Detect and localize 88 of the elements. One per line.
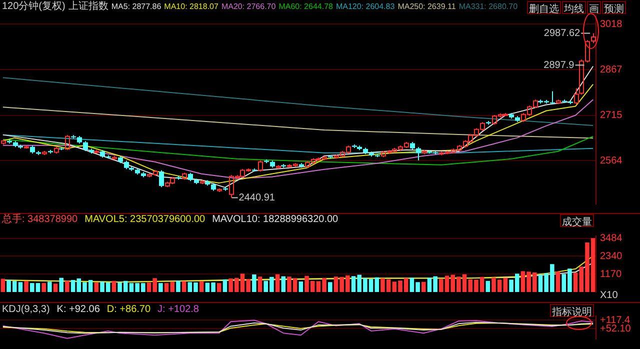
bar — [158, 283, 163, 292]
bar — [281, 276, 286, 292]
y-tick-label: 1170 — [600, 268, 622, 280]
bar — [503, 278, 508, 292]
bar — [422, 282, 426, 292]
text: 预测 — [602, 1, 626, 15]
text: MA250: 2639.11 — [398, 2, 456, 10]
annotation: 2897.9 — [544, 60, 575, 71]
candlestick — [124, 160, 129, 170]
candlestick — [7, 139, 12, 144]
text: MA331: 2680.70 — [458, 2, 518, 10]
bar — [65, 280, 70, 292]
text: MA5: 2877.86 — [111, 2, 162, 10]
candlestick — [205, 180, 210, 186]
bar — [328, 282, 332, 292]
bar — [199, 281, 204, 292]
candlestick — [550, 90, 555, 105]
y-tick-label: 2564 — [600, 155, 623, 166]
candlestick — [509, 112, 514, 120]
candlestick — [194, 178, 199, 185]
series-label: K: +92.06 — [56, 304, 100, 314]
candlestick — [188, 172, 193, 182]
y-tick-label: +52.10 — [600, 323, 632, 334]
series-label: J: +102.8 — [158, 304, 199, 314]
bar — [252, 274, 256, 292]
y-tick-label: 3484 — [600, 233, 623, 244]
candlestick — [515, 116, 520, 122]
candlestick — [83, 140, 88, 152]
candlestick — [270, 160, 275, 168]
bar — [374, 277, 380, 292]
bar — [275, 274, 280, 292]
bar — [94, 282, 99, 292]
bar — [182, 281, 186, 292]
y-tick-label: 2715 — [600, 110, 623, 122]
candlestick — [357, 145, 362, 151]
y-tick-label: 2340 — [600, 250, 623, 262]
text: MAVOL5: 23570379600.00 — [84, 214, 206, 224]
bar — [70, 280, 76, 292]
text: MA60: 2644.78 — [278, 2, 333, 10]
chart-title: KDJ(9,3,3) — [2, 304, 50, 314]
candlestick — [18, 144, 23, 150]
chart-subtitle: 120分钟(复权) — [2, 0, 66, 13]
bar — [258, 276, 262, 292]
candlestick — [118, 156, 123, 164]
bar — [486, 280, 490, 292]
candlestick — [141, 172, 146, 178]
text: 均线 — [562, 1, 586, 15]
candlestick — [36, 150, 41, 156]
candlestick — [299, 162, 304, 168]
bar — [24, 280, 28, 292]
bar — [53, 284, 58, 292]
text: 总手: 348378990 — [2, 212, 78, 226]
y-tick-label: 2867 — [600, 64, 623, 76]
candlestick — [211, 182, 216, 192]
text: X10 — [600, 290, 618, 301]
annotation: 2440.91 — [238, 192, 276, 204]
text: MA10: 2818.07 — [164, 2, 218, 10]
bar — [48, 282, 52, 292]
text: 画 — [587, 1, 601, 15]
text: 删自选 — [527, 1, 561, 15]
annotation: 指标说明 — [550, 304, 594, 318]
bar — [112, 280, 116, 292]
bar — [222, 279, 228, 292]
chart-title: 上证指数 — [68, 0, 108, 13]
bar — [0, 278, 6, 292]
candlestick — [100, 150, 105, 158]
candlestick — [30, 145, 35, 154]
bar — [59, 278, 64, 292]
text: MA120: 2604.83 — [336, 2, 395, 10]
annotation: 2987.62 — [544, 28, 581, 40]
y-tick-label: +117.4 — [600, 314, 631, 326]
bar — [573, 272, 578, 292]
candlestick — [89, 148, 94, 154]
bar — [42, 283, 46, 292]
candlestick — [416, 146, 421, 161]
candlestick — [13, 140, 18, 148]
bar — [216, 283, 222, 292]
bar — [556, 272, 560, 292]
bar — [298, 282, 304, 292]
series-label: D: +86.70 — [106, 304, 151, 314]
bar — [18, 282, 23, 292]
candlestick — [427, 150, 432, 154]
text: MA20: 2766.70 — [221, 2, 276, 10]
text: 成交量 — [560, 214, 594, 228]
text: MAVOL10: 18288996320.00 — [212, 214, 338, 224]
candlestick — [369, 151, 374, 157]
y-tick-label: 3018 — [600, 18, 623, 30]
bar — [176, 280, 180, 292]
